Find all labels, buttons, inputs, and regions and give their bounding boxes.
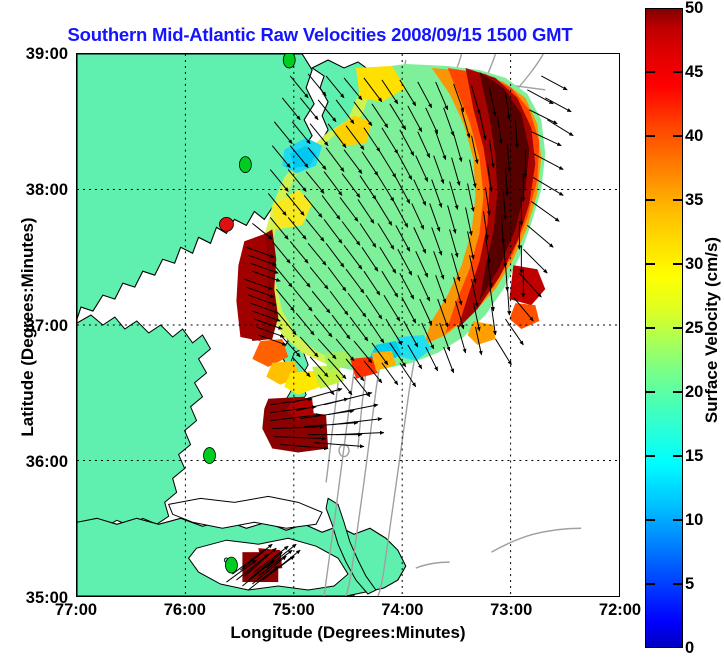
colorbar-tick-mark [645,135,655,137]
y-tick-label: 36:00 [25,453,68,471]
colorbar-tick-mark [645,519,655,521]
colorbar-tick-mark [673,327,683,329]
colorbar-tick-label: 15 [685,447,704,465]
colorbar-tick-mark [673,263,683,265]
station-marker-active [282,54,296,69]
colorbar-tick-label: 45 [685,63,704,81]
colorbar-tick-label: 35 [685,191,704,209]
colorbar-tick-label: 50 [685,0,704,17]
chart-title: Southern Mid-Atlantic Raw Velocities 200… [67,24,573,45]
y-tick-label: 35:00 [25,589,68,607]
colorbar-tick-label: 20 [685,383,704,401]
colorbar-tick-label: 25 [685,319,704,337]
radar-stations[interactable] [203,54,296,574]
colorbar-tick-mark [645,71,655,73]
x-tick-label: 74:00 [381,601,424,619]
y-tick-label: 39:00 [25,45,68,63]
colorbar-title: Surface Velocity (cm/s) [702,236,721,424]
colorbar-tick-mark [673,583,683,585]
colorbar-tick-mark [673,391,683,393]
station-marker-active [203,447,216,464]
colorbar-tick-mark [645,583,655,585]
colorbar-tick-label: 10 [685,511,704,529]
map-plot-area[interactable] [76,53,620,597]
x-axis-title: Longitude (Degrees:Minutes) [230,623,466,642]
colorbar-tick-mark [673,135,683,137]
x-tick-label: 76:00 [163,601,206,619]
colorbar-tick-label: 40 [685,127,704,145]
x-tick-label: 73:00 [490,601,533,619]
station-marker-inactive [219,216,234,232]
y-tick-label: 38:00 [25,181,68,199]
y-tick-label: 37:00 [25,317,68,335]
map-canvas [77,54,619,596]
y-axis-title: Latitude (Degrees:Minutes) [18,217,37,437]
colorbar-tick-label: 30 [685,255,704,273]
colorbar-tick-mark [645,455,655,457]
colorbar-tick-mark [673,455,683,457]
colorbar-tick-mark [645,327,655,329]
cape-hatteras-patch [242,548,283,583]
x-tick-label: 72:00 [598,601,642,619]
station-marker-active [239,156,252,173]
colorbar-tick-mark [645,391,655,393]
colorbar-tick-label: 0 [685,639,695,657]
colorbar-tick-mark [673,519,683,521]
colorbar-tick-mark [673,199,683,201]
x-tick-label: 75:00 [272,601,315,619]
colorbar-tick-mark [673,71,683,73]
colorbar-tick-mark [645,199,655,201]
velocity-vectors [226,73,574,591]
colorbar-tick-label: 5 [685,575,695,593]
x-tick-label: 77:00 [54,601,98,619]
grid-lines [77,54,619,596]
station-marker-active [225,556,238,574]
colorbar-tick-mark [645,263,655,265]
